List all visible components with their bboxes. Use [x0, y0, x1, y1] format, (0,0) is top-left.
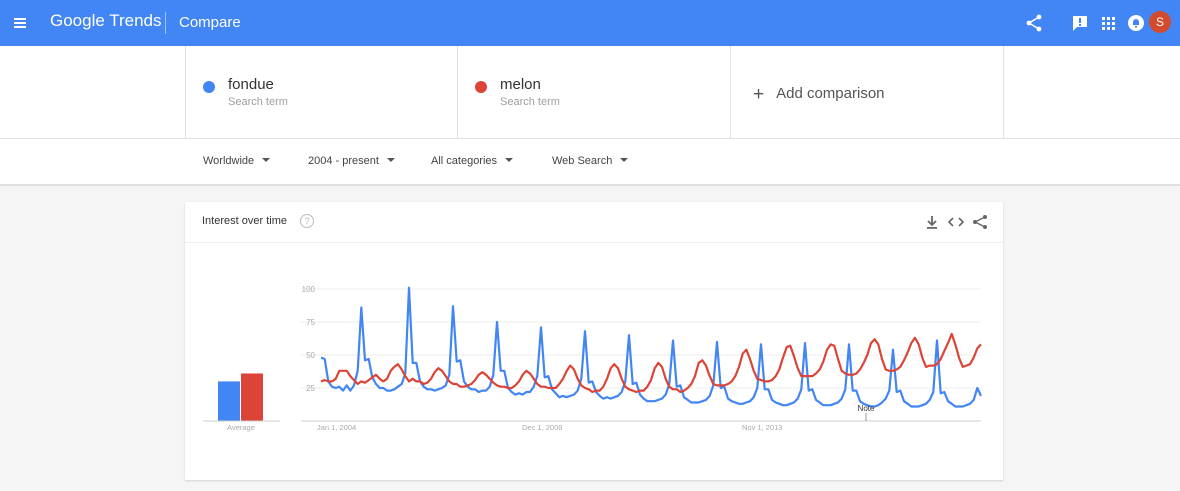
average-label: Average [227, 423, 255, 432]
filter-time-range[interactable]: 2004 - present [308, 155, 395, 167]
average-bars: Average [203, 373, 280, 432]
feedback-icon[interactable] [1070, 13, 1090, 33]
term-type: Search term [500, 96, 560, 108]
card-header: Interest over time ? [185, 202, 1003, 243]
term-color-dot [203, 81, 215, 93]
note-label[interactable]: Note [858, 404, 875, 413]
top-app-bar: Google Trends Compare S [0, 0, 1180, 46]
dropdown-caret-icon [262, 158, 271, 162]
add-comparison-label: Add comparison [776, 85, 885, 102]
search-terms-bar: fondue Search term melon Search term + Ad… [0, 46, 1180, 139]
series-line-melon[interactable] [320, 332, 982, 394]
interest-over-time-card: Interest over time ? 25 50 75 100 Average J… [185, 202, 1003, 480]
chart-note[interactable]: Note [858, 404, 875, 421]
search-term-melon[interactable]: melon Search term [457, 46, 731, 138]
search-term-fondue[interactable]: fondue Search term [185, 46, 458, 138]
header-divider [165, 12, 166, 34]
y-tick-label: 100 [302, 285, 316, 294]
share-icon[interactable] [971, 213, 989, 231]
page-title: Compare [179, 14, 241, 31]
card-title: Interest over time [202, 215, 287, 227]
term-color-dot [475, 81, 487, 93]
filter-category[interactable]: All categories [431, 155, 514, 167]
embed-icon[interactable] [947, 213, 965, 231]
plus-icon: + [753, 84, 765, 105]
y-tick-label: 25 [306, 384, 315, 393]
filter-search-type[interactable]: Web Search [552, 155, 629, 167]
y-tick-label: 50 [306, 351, 315, 360]
dropdown-caret-icon [620, 158, 629, 162]
series-lines [320, 286, 982, 408]
add-comparison-button[interactable]: + Add comparison [730, 46, 1004, 138]
dropdown-caret-icon [505, 158, 514, 162]
term-name: melon [500, 76, 541, 93]
share-icon[interactable] [1024, 13, 1044, 33]
menu-icon[interactable] [10, 12, 32, 34]
interest-over-time-chart[interactable]: 25 50 75 100 Average Jan 1, 2004 Dec 1, 2008… [185, 243, 1003, 479]
download-icon[interactable] [923, 213, 941, 231]
notifications-icon[interactable] [1126, 13, 1146, 33]
card-actions [911, 213, 991, 231]
x-axis-ticks: Jan 1, 2004 Dec 1, 2008 Nov 1, 2013 [317, 423, 782, 432]
term-name: fondue [228, 76, 274, 93]
x-tick-label: Jan 1, 2004 [317, 423, 356, 432]
apps-icon[interactable] [1098, 13, 1118, 33]
chart-grid [301, 288, 981, 422]
term-type: Search term [228, 96, 288, 108]
filter-region[interactable]: Worldwide [203, 155, 271, 167]
series-line-fondue[interactable] [320, 286, 982, 408]
avatar[interactable]: S [1149, 11, 1171, 33]
filters-bar: Worldwide 2004 - present All categories … [0, 139, 1180, 186]
x-tick-label: Dec 1, 2008 [522, 423, 562, 432]
y-axis-ticks: 25 50 75 100 [302, 285, 316, 393]
header-actions: S [1010, 0, 1180, 46]
average-bar-fondue[interactable] [218, 381, 240, 421]
dropdown-caret-icon [386, 158, 395, 162]
average-bar-melon[interactable] [241, 373, 263, 421]
app-logo[interactable]: Google Trends [50, 11, 162, 30]
y-tick-label: 75 [306, 318, 315, 327]
help-icon[interactable]: ? [300, 214, 314, 228]
x-tick-label: Nov 1, 2013 [742, 423, 782, 432]
